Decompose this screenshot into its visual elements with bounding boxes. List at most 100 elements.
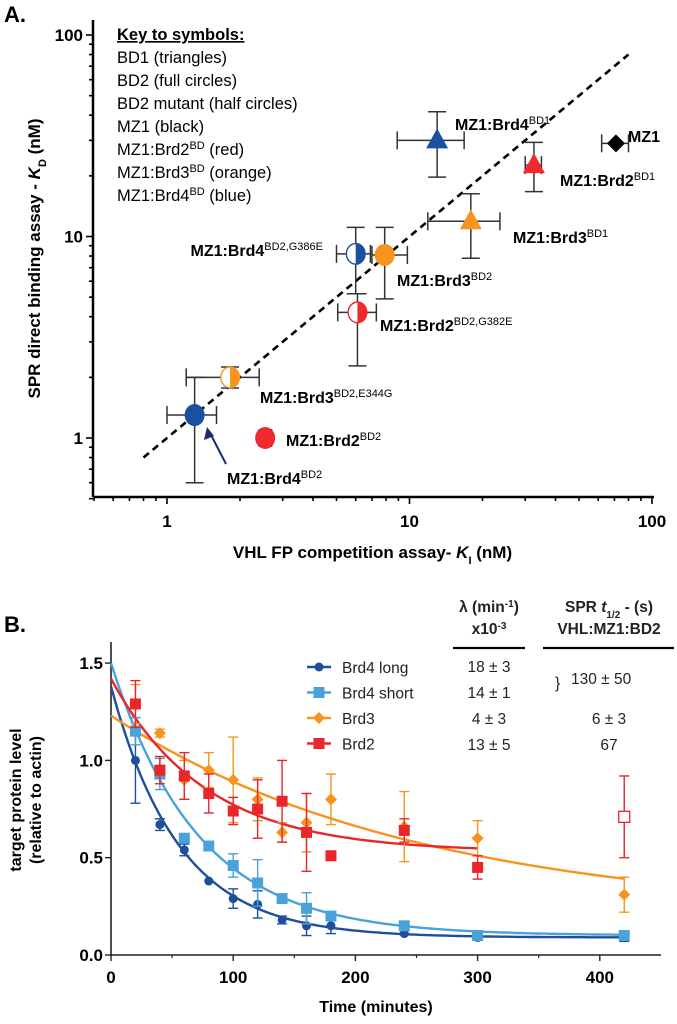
table-cell-lambda: 13 ± 5: [468, 737, 511, 754]
arrow-head: [204, 427, 214, 440]
circle-marker: [179, 845, 189, 855]
square-marker: [203, 787, 215, 799]
series-brd4-long: [130, 716, 630, 943]
header-text: λ (min: [459, 599, 505, 616]
key-text: BD2 mutant (half circles): [117, 95, 298, 113]
diamond-marker: [618, 888, 631, 901]
point-label-text: MZ1:Brd4: [191, 243, 265, 260]
point-label-sup: BD1: [529, 115, 550, 127]
legend-label: Brd3: [342, 711, 375, 728]
fit-curve-brd4-long: [109, 686, 625, 939]
key-sup: BD: [189, 186, 204, 198]
x-axis-title: Time (minutes): [319, 999, 433, 1016]
key-line: BD2 (full circles): [117, 72, 237, 90]
circle-marker: [184, 404, 205, 427]
triangle-marker: [426, 128, 449, 149]
point-label-sup: BD2: [301, 469, 322, 481]
table-cell-spr: 67: [600, 737, 617, 754]
y-tick-label: 1.5: [79, 654, 103, 673]
point-label-sup: BD1: [634, 171, 655, 183]
data-point: MZ1:Brd2BD2: [255, 427, 381, 450]
symbol-key: Key to symbols: BD1 (triangles) BD2 (full …: [117, 26, 298, 205]
y-tick-label: 10: [64, 228, 83, 247]
diamond-marker: [153, 727, 166, 740]
legend-item: Brd4 long: [307, 660, 408, 677]
half-circle-fill: [230, 366, 241, 389]
circle-marker: [314, 662, 324, 672]
circle-marker: [277, 915, 287, 925]
y-tick-label: 1.0: [79, 751, 103, 770]
data-point: MZ1:Brd4BD2,G386E: [191, 226, 372, 295]
axis-title-italic: K: [456, 543, 470, 562]
square-marker: [154, 764, 166, 776]
circle-marker: [374, 243, 395, 266]
header-text: ): [514, 599, 519, 616]
key-text: MZ1:Brd3: [117, 164, 189, 182]
point-label-text: MZ1:Brd2: [560, 173, 634, 190]
point-label-text: MZ1:Brd4: [227, 471, 301, 488]
point-label-text: MZ1:Brd3: [260, 390, 334, 407]
square-marker: [472, 930, 484, 942]
diamond-marker: [202, 764, 215, 777]
y-tick-label: 0.5: [79, 849, 103, 868]
square-marker: [472, 861, 484, 873]
diamond-marker: [606, 134, 625, 153]
point-label: MZ1:Brd3BD1: [513, 228, 608, 247]
square-marker: [178, 770, 190, 782]
data-point: MZ1:Brd3BD1: [427, 192, 608, 259]
key-line: BD2 mutant (half circles): [117, 95, 298, 113]
data-point: MZ1:Brd3BD2: [371, 226, 492, 300]
key-line: BD1 (triangles): [117, 49, 227, 67]
circle-marker: [326, 921, 336, 931]
x-tick-label: 100: [219, 968, 247, 987]
point-label-sup: BD2,G386E: [264, 241, 323, 253]
legend-item: Brd4 short: [307, 686, 414, 703]
y-tick-label: 100: [55, 26, 83, 45]
series-brd4-short: [129, 716, 630, 942]
y-tick-label: 0.0: [79, 946, 103, 965]
table-cell-lambda: 18 ± 3: [468, 659, 511, 676]
header-text: - (s): [620, 599, 653, 616]
point-label: MZ1:Brd3BD2,E344G: [260, 388, 392, 407]
panel-b: B. 0 100 200 300 400 0.0 0.5 1.0 1.5 Time (minutes…: [4, 599, 674, 1016]
panel-a: A. 1 1 10 10 100 100 VHL FP competition assay- …: [4, 2, 666, 567]
point-label: MZ1:Brd2BD2: [286, 431, 381, 450]
table-header-spr-line2: VHL:MZ1:BD2: [557, 621, 660, 638]
header-text: x10: [472, 621, 498, 638]
y-axis-title-line2: (relative to actin): [28, 736, 45, 864]
panel-b-label: B.: [4, 612, 26, 637]
header-sub: 1/2: [606, 610, 620, 621]
table-cell-spr-group: 130 ± 50: [571, 671, 632, 688]
x-tick-label: 400: [586, 968, 614, 987]
header-sup: -3: [497, 621, 506, 632]
square-marker: [129, 725, 141, 737]
legend-item: Brd3: [307, 711, 375, 728]
axis-title-italic: K: [25, 165, 44, 179]
diamond-marker: [324, 793, 337, 806]
fit-curve-brd2: [109, 678, 478, 850]
fit-curve-brd4-short: [109, 662, 625, 936]
square-marker: [252, 877, 264, 889]
circle-marker: [155, 820, 165, 830]
point-label-text: MZ1:Brd3: [513, 230, 587, 247]
legend-label: Brd2: [342, 737, 375, 754]
header-sup: -1: [505, 599, 514, 610]
x-tick-label: 0: [106, 968, 115, 987]
circle-marker: [204, 876, 214, 886]
key-text: MZ1 (black): [117, 118, 204, 136]
triangle-marker: [522, 153, 545, 174]
square-marker: [227, 859, 239, 871]
x-tick-label: 100: [638, 512, 666, 531]
point-label: MZ1:Brd4BD1: [455, 115, 550, 134]
circle-marker: [255, 427, 276, 449]
fit-curve-brd3: [110, 714, 625, 880]
table-header-spr: SPR t1/2 - (s): [565, 599, 653, 621]
y-tick-label: 1: [74, 429, 83, 448]
data-point: MZ1:Brd4BD1: [396, 111, 550, 178]
point-label: MZ1:Brd2BD2,G382E: [380, 316, 512, 335]
table-header-lambda-scale: x10-3: [472, 621, 507, 639]
point-label: MZ1:Brd4BD2: [227, 469, 322, 488]
point-label: MZ1: [628, 129, 660, 146]
